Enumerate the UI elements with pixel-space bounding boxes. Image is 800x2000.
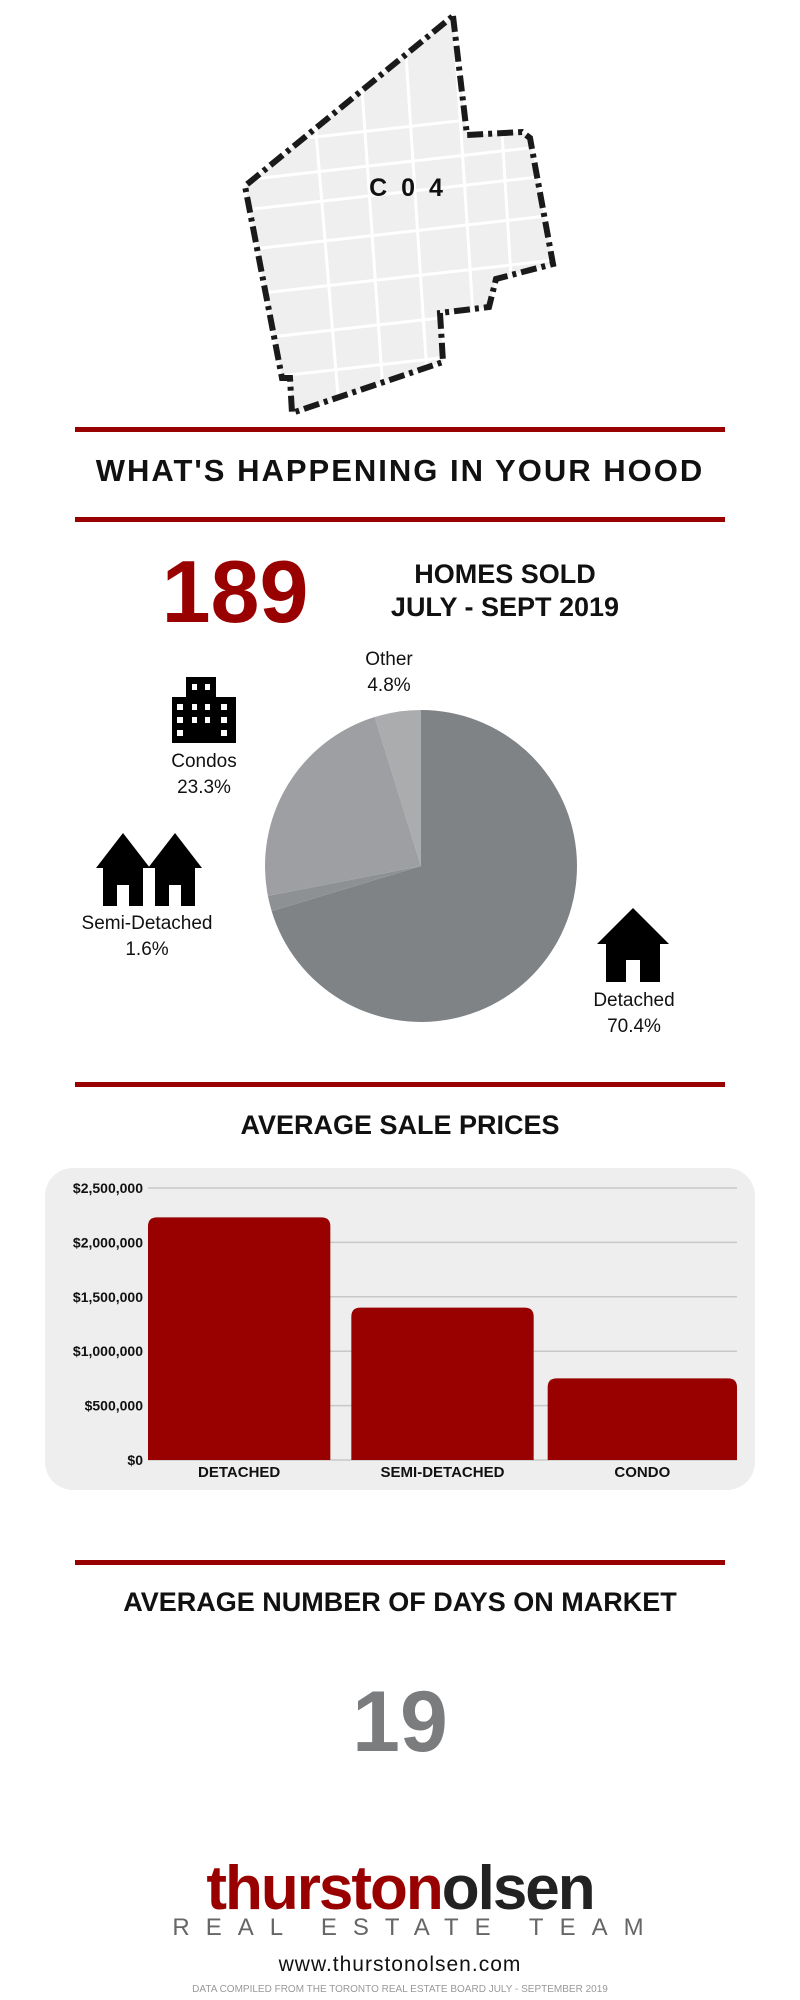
y-tick-label: $1,500,000 (73, 1289, 143, 1305)
pie-label-detached: Detached 70.4% (584, 988, 684, 1040)
source-footnote: DATA COMPILED FROM THE TORONTO REAL ESTA… (192, 1984, 608, 1995)
y-tick-label: $2,500,000 (73, 1180, 143, 1196)
x-category-label: CONDO (614, 1464, 670, 1481)
brand-website[interactable]: www.thurstonolsen.com (278, 1953, 522, 1976)
district-code: C04 (369, 174, 457, 202)
detached-pct: 70.4% (607, 1016, 661, 1037)
x-category-label: DETACHED (198, 1464, 280, 1481)
x-category-label: SEMI-DETACHED (381, 1464, 505, 1481)
brand-tagline: REAL ESTATE TEAM (172, 1914, 660, 1941)
y-tick-label: $0 (127, 1452, 143, 1468)
bar-detached (148, 1217, 331, 1460)
bar-semi-detached (351, 1307, 534, 1460)
brand-name-part2: olsen (441, 1854, 596, 1923)
semi-name: Semi-Detached (81, 913, 213, 934)
other-pct: 4.8% (367, 675, 411, 696)
homes-sold-line1: HOMES SOLD (414, 559, 596, 589)
brand-name-part1: thurston (206, 1854, 443, 1923)
y-tick-label: $1,000,000 (73, 1343, 143, 1359)
y-tick-label: $2,000,000 (73, 1234, 143, 1250)
brand-logo: thurstonolsen (0, 1854, 800, 1924)
detached-name: Detached (593, 990, 675, 1011)
pie-slice-other (374, 710, 421, 866)
pie-label-semi-detached: Semi-Detached 1.6% (72, 911, 222, 963)
sale-price-bar-chart: $0 $500,000 $1,000,000 $1,500,000 $2,000,000… (73, 1180, 737, 1481)
homes-sold-period: JULY - SEPT 2019 (390, 592, 620, 622)
prices-title: AVERAGE SALE PRICES (240, 1110, 560, 1140)
bar-condo (547, 1378, 737, 1460)
semi-pct: 1.6% (125, 939, 169, 960)
days-value: 19 (352, 1674, 448, 1770)
homes-sold-label: HOMES SOLD JULY - SEPT 2019 (370, 558, 640, 624)
homes-sold-number: 189 (161, 542, 309, 641)
divider-prices (75, 1082, 725, 1087)
hood-title: WHAT'S HAPPENING IN YOUR HOOD (95, 453, 705, 488)
divider-days (75, 1560, 725, 1565)
divider-top-2 (75, 517, 725, 522)
divider-top-1 (75, 427, 725, 432)
other-name: Other (365, 649, 413, 670)
building-icon (172, 677, 236, 743)
condos-pct: 23.3% (177, 777, 231, 798)
district-map: C04 (241, 10, 557, 418)
days-title: AVERAGE NUMBER OF DAYS ON MARKET (123, 1587, 677, 1617)
pie-slice-semi-detached (267, 866, 421, 912)
property-type-pie-chart (264, 710, 578, 1022)
y-tick-label: $500,000 (85, 1398, 144, 1414)
district-area (245, 16, 553, 413)
house-icon (597, 908, 669, 982)
pie-label-condos: Condos 23.3% (154, 749, 254, 801)
two-houses-icon (96, 833, 202, 906)
pie-slice-detached (271, 710, 578, 1022)
condos-name: Condos (171, 751, 237, 772)
pie-slice-condos (264, 717, 421, 896)
pie-label-other: Other 4.8% (339, 647, 439, 699)
